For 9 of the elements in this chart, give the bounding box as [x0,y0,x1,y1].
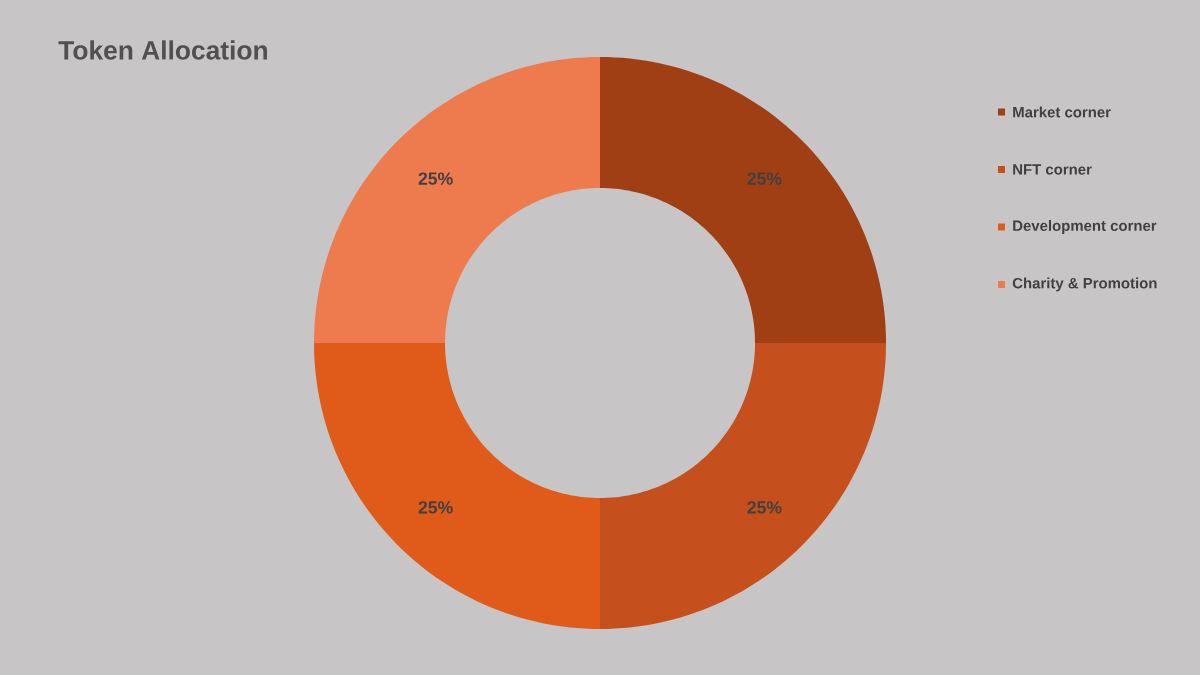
data-label: 25% [418,172,453,185]
data-label: 25% [418,501,453,514]
legend-label: NFT corner [1013,164,1092,175]
data-label: 25% [747,501,782,514]
chart-title: Token Allocation [58,40,267,60]
legend-label: Market corner [1013,106,1111,118]
data-label: 25% [747,172,782,185]
legend-label: Charity & Promotion [1012,277,1157,292]
legend-label: Development corner [1013,220,1157,234]
